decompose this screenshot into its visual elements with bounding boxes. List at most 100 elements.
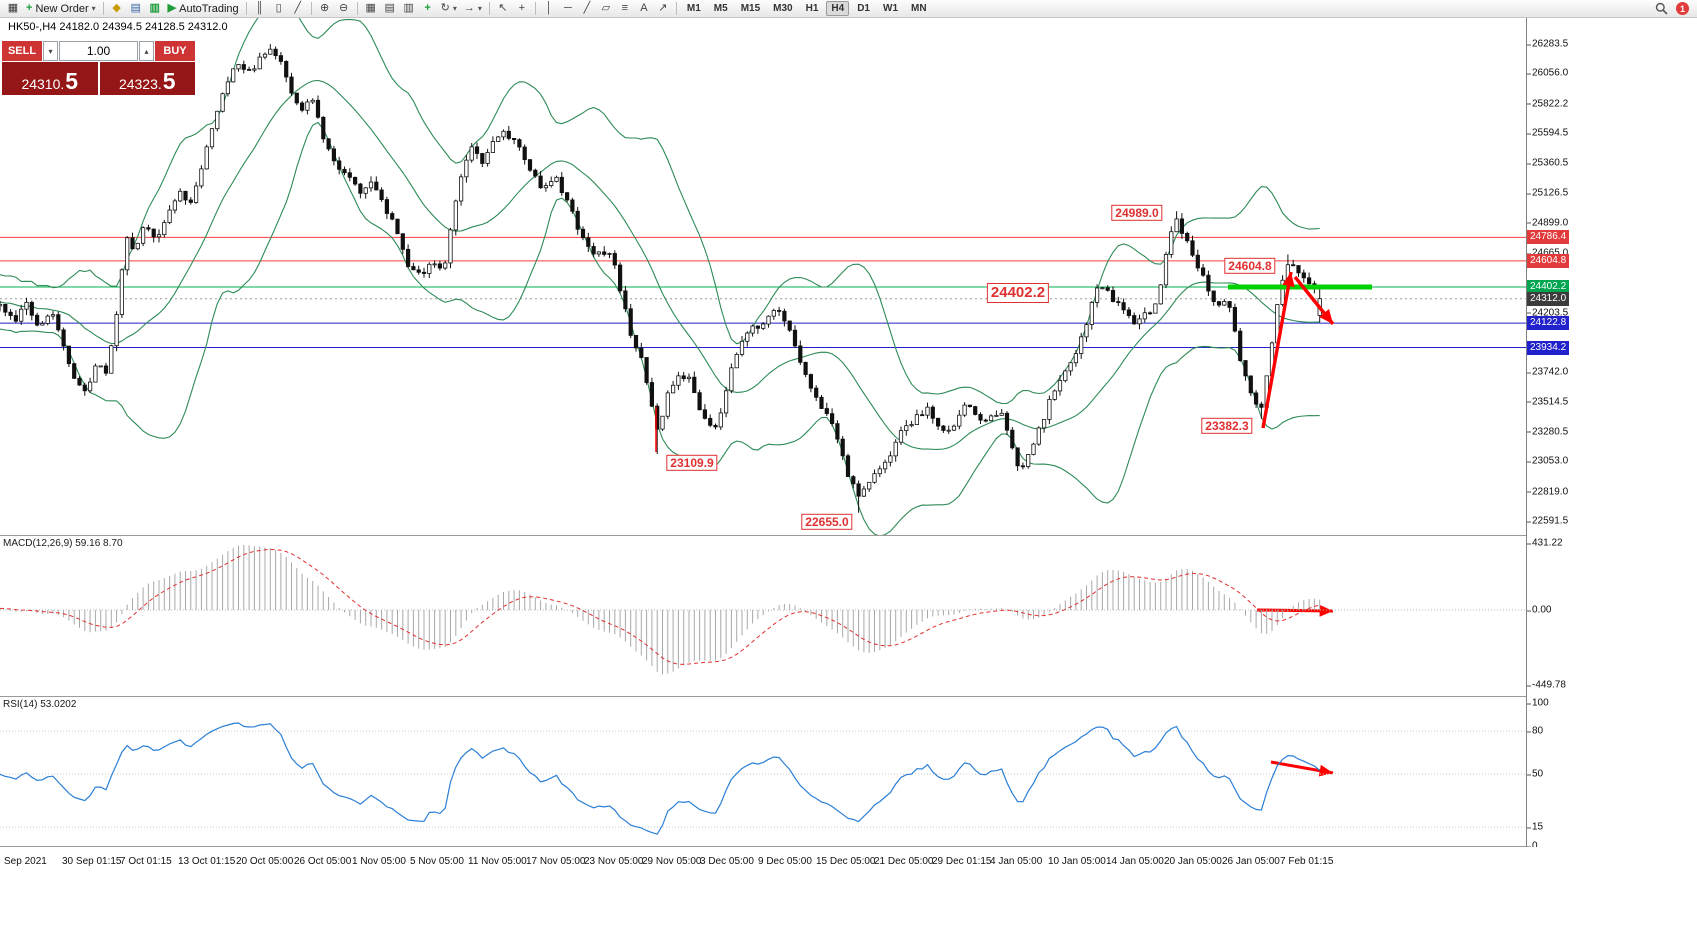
autotrading-label: AutoTrading [179, 2, 239, 15]
add-chart-icon: + [424, 2, 431, 14]
time-axis-label: 10 Jan 05:00 [1048, 856, 1106, 867]
timeframe-m15-button[interactable]: M15 [740, 3, 761, 14]
buy-price-main: 24323. [118, 75, 162, 92]
tile-windows-icon: ▦ [365, 2, 376, 14]
macd-canvas[interactable] [0, 536, 1526, 696]
sell-price-display[interactable]: 24310. 5 [2, 62, 98, 95]
horizontal-line-icon: ─ [563, 2, 572, 14]
chart-windows-button[interactable]: ▦ [4, 1, 22, 17]
arrange-down-button[interactable]: ▥ [400, 1, 418, 17]
new-order-label: New Order [35, 2, 89, 15]
buy-button[interactable]: BUY [155, 41, 195, 61]
new-chart-button[interactable]: + [419, 1, 437, 17]
price-axis-tick: 24899.0 [1527, 217, 1569, 229]
new-order-button[interactable]: + New Order ▾ [23, 1, 99, 17]
time-axis-label: 21 Dec 05:00 [874, 856, 934, 867]
macd-label: MACD(12,26,9) 59.16 8.70 [3, 538, 123, 549]
news-button[interactable]: ▤ [127, 1, 145, 17]
time-axis-label: 26 Jan 05:00 [1222, 856, 1280, 867]
pane-splitter[interactable] [0, 696, 1697, 697]
price-axis-tick: 23514.5 [1527, 396, 1569, 408]
rsi-axis-tick: 15 [1527, 821, 1544, 833]
sell-price-main: 24310. [21, 75, 65, 92]
time-axis-label: 11 Nov 05:00 [468, 856, 527, 867]
channel-button[interactable]: ▱ [597, 1, 615, 17]
time-axis-label: 23 Nov 05:00 [584, 856, 644, 867]
toolbar-separator [488, 2, 490, 15]
volume-up-button[interactable]: ▴ [139, 41, 154, 61]
price-axis-tick: 24203.5 [1527, 307, 1569, 319]
time-axis-label: 3 Dec 05:00 [700, 856, 754, 867]
timeframe-m1-button[interactable]: M1 [686, 3, 701, 14]
templates-button[interactable]: ▥ [146, 1, 164, 17]
trendline-icon: ╱ [583, 2, 591, 14]
crosshair-button[interactable]: + [513, 1, 531, 17]
trend-arrow[interactable] [1293, 275, 1335, 326]
time-axis-label: 20 Oct 05:00 [236, 856, 294, 867]
time-axis-label: Sep 2021 [4, 856, 47, 867]
arrange-up-button[interactable]: ▤ [381, 1, 399, 17]
rsi-canvas[interactable] [0, 697, 1526, 846]
timeframe-m30-button[interactable]: M30 [773, 3, 793, 14]
chart-shift-button[interactable]: → ▾ [461, 1, 485, 17]
timeframe-mn-button[interactable]: MN [911, 3, 927, 14]
time-axis-label: 30 Sep 01:15 [62, 856, 122, 867]
toolbar-separator [310, 2, 312, 15]
toolbar-separator [102, 2, 104, 15]
trend-arrow[interactable] [1261, 271, 1295, 429]
price-axis-tick: 22591.5 [1527, 515, 1569, 527]
arrows-tool-icon: ↗ [658, 2, 668, 14]
search-icon [1655, 2, 1668, 15]
chart-shift-icon: → [463, 2, 475, 14]
volume-input[interactable] [59, 41, 138, 61]
pane-splitter [0, 846, 1697, 847]
main-chart-canvas[interactable] [0, 18, 1526, 535]
horizontal-line-button[interactable]: ─ [559, 1, 577, 17]
sell-button[interactable]: SELL [2, 41, 42, 61]
zoom-in-button[interactable]: ⊕ [316, 1, 334, 17]
time-axis-label: 7 Feb 01:15 [1280, 856, 1334, 867]
bar-chart-icon: ║ [255, 2, 264, 14]
toolbar-separator [675, 2, 677, 15]
macd-histogram [0, 545, 1321, 675]
price-axis-tick: 23053.0 [1527, 455, 1569, 467]
tile-windows-button[interactable]: ▦ [362, 1, 380, 17]
trend-arrow[interactable] [1256, 604, 1334, 617]
time-axis-label: 17 Nov 05:00 [526, 856, 586, 867]
candlestick-icon: ▯ [275, 2, 282, 14]
timeframe-h1-button[interactable]: H1 [805, 3, 819, 14]
text-tool-button[interactable]: A [635, 1, 653, 17]
bar-chart-button[interactable]: ║ [251, 1, 269, 17]
buy-price-display[interactable]: 24323. 5 [99, 62, 195, 95]
cursor-button[interactable]: ↖ [494, 1, 512, 17]
expert-advisors-button[interactable]: ◆ [108, 1, 126, 17]
chevron-down-icon: ▾ [477, 3, 482, 13]
candlestick-button[interactable]: ▯ [270, 1, 288, 17]
vertical-line-button[interactable]: │ [540, 1, 558, 17]
time-axis-label: 29 Nov 05:00 [642, 856, 702, 867]
autotrading-button[interactable]: ▶ AutoTrading [165, 1, 242, 17]
arrows-tool-button[interactable]: ↗ [654, 1, 672, 17]
time-axis-label: 9 Dec 05:00 [758, 856, 812, 867]
search-button[interactable] [1652, 1, 1671, 17]
line-chart-icon: ╱ [294, 2, 301, 14]
volume-down-button[interactable]: ▾ [43, 41, 58, 61]
timeframe-w1-button[interactable]: W1 [883, 3, 898, 14]
auto-scroll-button[interactable]: ↻ ▾ [438, 1, 460, 17]
bollinger-band [0, 79, 1320, 450]
toolbar-separator [245, 2, 247, 15]
timeframe-d1-button[interactable]: D1 [857, 3, 870, 14]
price-axis-tick: 26056.0 [1527, 67, 1569, 79]
notification-badge[interactable]: 1 [1676, 2, 1689, 15]
fibonacci-button[interactable]: ≡ [616, 1, 634, 17]
toolbar-separator [534, 2, 536, 15]
zoom-out-button[interactable]: ⊖ [335, 1, 353, 17]
pane-splitter[interactable] [0, 535, 1697, 536]
timeframe-h4-button[interactable]: H4 [826, 1, 850, 16]
line-chart-button[interactable]: ╱ [289, 1, 307, 17]
timeframe-m5-button[interactable]: M5 [713, 3, 728, 14]
toolbar-separator [356, 2, 358, 15]
vertical-line-icon: │ [545, 2, 553, 14]
trendline-button[interactable]: ╱ [578, 1, 596, 17]
rsi-axis-tick: 50 [1527, 768, 1544, 780]
